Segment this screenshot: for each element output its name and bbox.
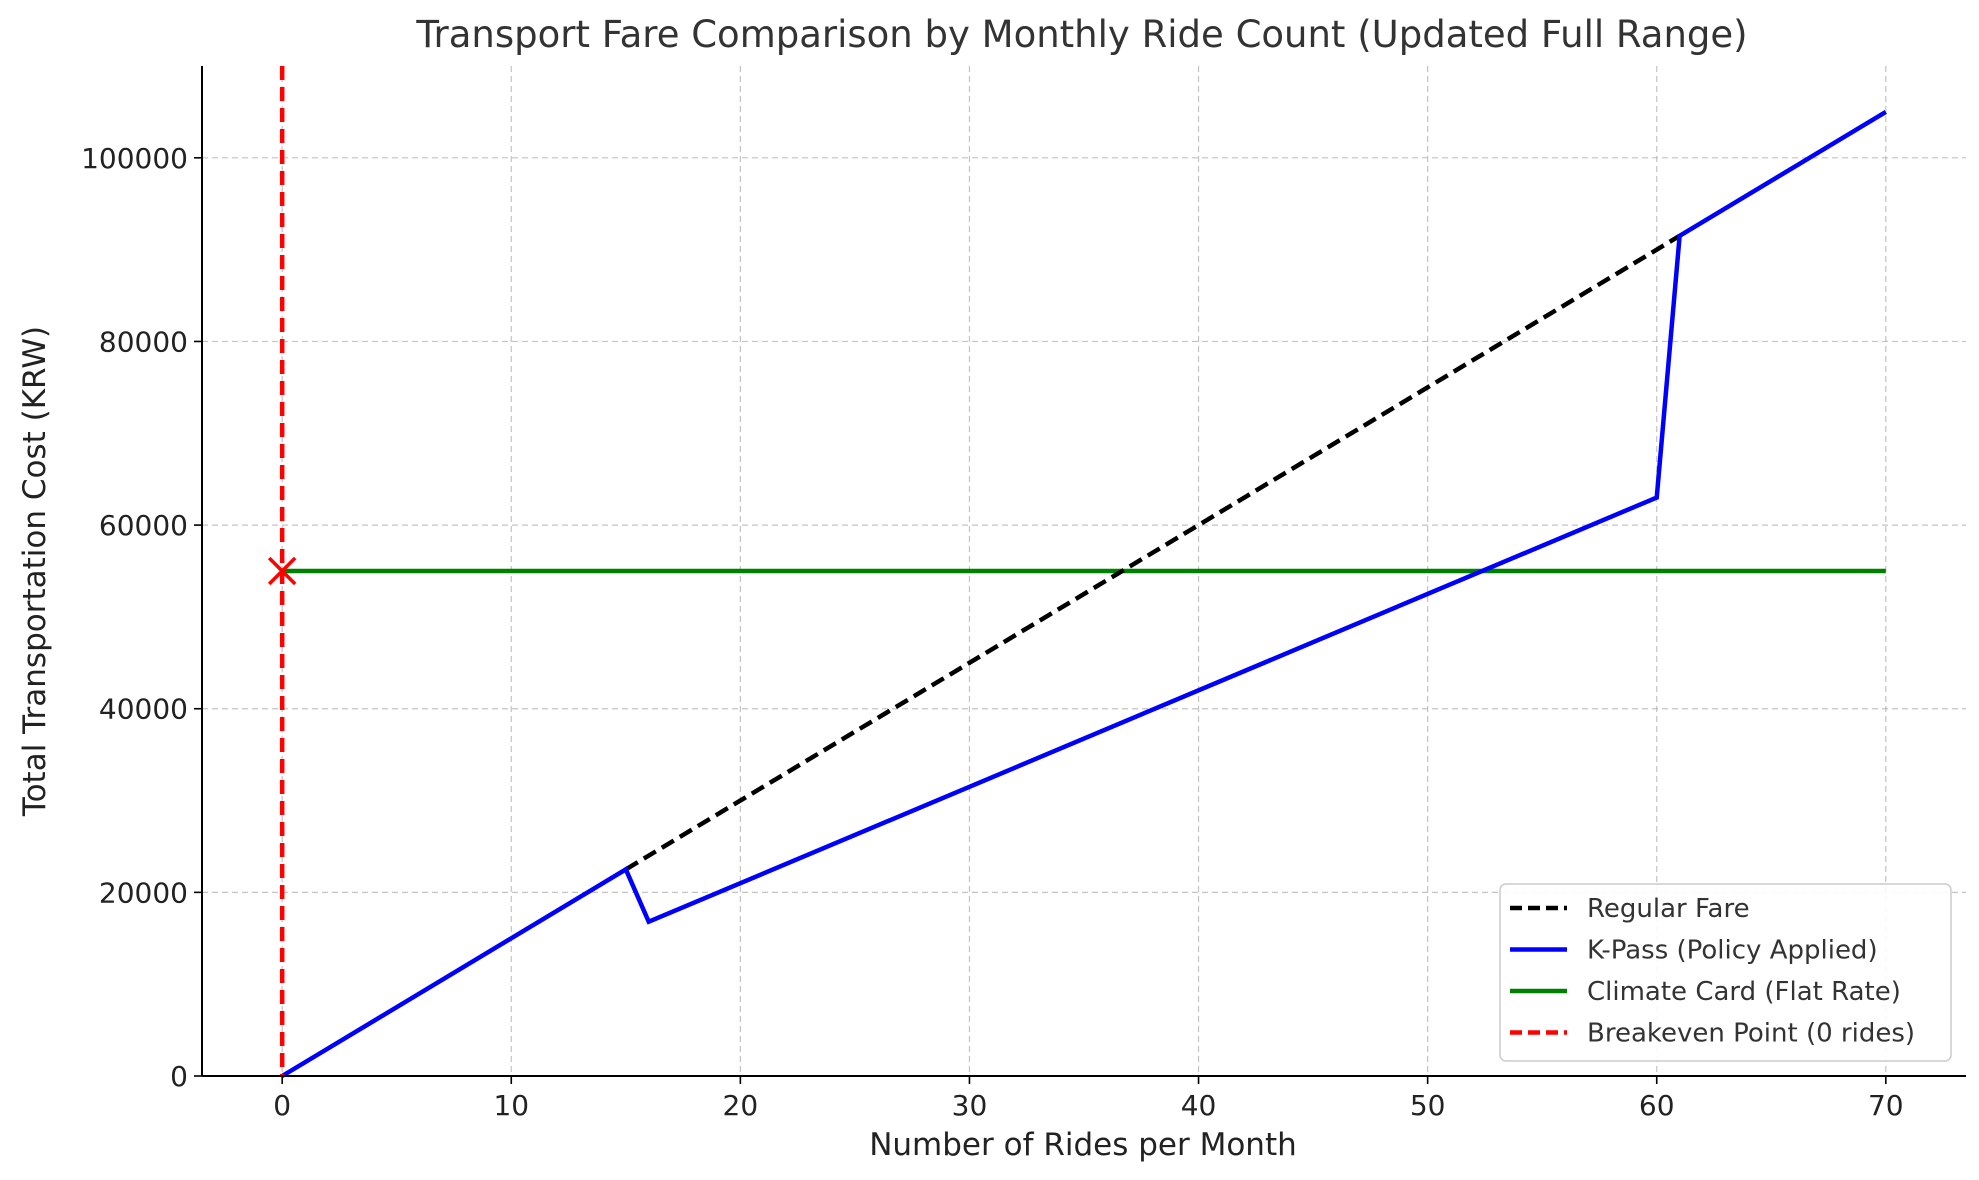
x-tick-label: 30 [952,1089,988,1122]
x-tick-label: 40 [1181,1089,1217,1122]
legend: Regular Fare K-Pass (Policy Applied) Clima… [1499,883,1952,1062]
y-tick-label: 20000 [99,876,188,909]
breakeven-marker-stroke [267,556,297,586]
axes [201,66,1966,1077]
x-tick-label: 10 [493,1089,529,1122]
legend-label: Regular Fare [1587,894,1750,924]
series-line-2 [281,109,1887,1078]
x-tick-label: 20 [723,1089,759,1122]
legend-label: Breakeven Point (0 rides) [1587,1019,1915,1049]
x-tick-label: 70 [1868,1089,1904,1122]
y-tick-label: 80000 [99,325,188,358]
y-tick-label: 100000 [81,142,188,175]
x-axis-label: Number of Rides per Month [869,1127,1297,1163]
x-tick-label: 0 [273,1089,291,1122]
plot-area [267,66,1887,1078]
y-tick-label: 60000 [99,509,188,542]
legend-label: Climate Card (Flat Rate) [1587,977,1901,1007]
ticks: 0 10 20 30 40 50 60 70 0 20000 40000 60000 80000 1000… [81,142,1904,1122]
legend-label: K-Pass (Policy Applied) [1587,936,1878,966]
y-tick-label: 0 [170,1060,188,1093]
legend-box [1499,883,1952,1062]
y-axis-label: Total Transportation Cost (KRW) [17,326,53,817]
x-tick-label: 50 [1410,1089,1446,1122]
chart-title: Transport Fare Comparison by Monthly Rid… [415,13,1747,56]
y-tick-label: 40000 [99,693,188,726]
x-tick-label: 60 [1639,1089,1675,1122]
series-line-1 [624,233,1681,872]
